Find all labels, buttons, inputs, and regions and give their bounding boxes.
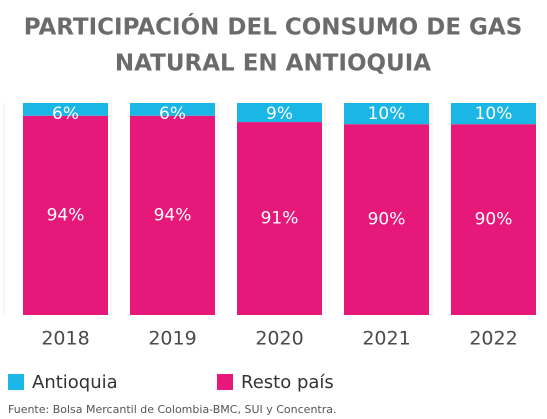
legend-label: Antioquia	[32, 372, 118, 393]
value-label: 6%	[52, 104, 79, 124]
bar-segment	[237, 103, 322, 123]
value-label: 10%	[475, 104, 513, 124]
chart-title: NATURAL EN ANTIOQUIA	[115, 51, 431, 77]
value-label: 9%	[266, 104, 293, 124]
chart-title: PARTICIPACIÓN DEL CONSUMO DE GAS	[24, 13, 523, 41]
bar-segment	[344, 124, 429, 315]
x-tick-label: 2022	[469, 328, 517, 350]
x-tick-label: 2019	[148, 328, 196, 350]
bar-segment	[23, 115, 108, 315]
value-label: 94%	[154, 205, 192, 225]
bar-segment	[130, 103, 215, 116]
value-label: 10%	[368, 104, 406, 124]
source-note: Fuente: Bolsa Mercantil de Colombia-BMC,…	[8, 403, 337, 416]
x-tick-label: 2018	[41, 328, 89, 350]
value-label: 90%	[368, 210, 406, 230]
bar-segment	[23, 103, 108, 116]
legend-label: Resto país	[241, 372, 334, 393]
value-label: 94%	[47, 205, 85, 225]
bar-segment	[237, 122, 322, 315]
x-tick-label: 2020	[255, 328, 303, 350]
bar-segment	[344, 103, 429, 125]
legend-swatch	[217, 374, 233, 390]
bar-segment	[451, 103, 536, 125]
legend-swatch	[8, 374, 24, 390]
bar-segment	[451, 124, 536, 315]
value-label: 90%	[475, 210, 513, 230]
bar-segment	[130, 115, 215, 315]
value-label: 6%	[159, 104, 186, 124]
x-tick-label: 2021	[362, 328, 410, 350]
value-label: 91%	[261, 209, 299, 229]
